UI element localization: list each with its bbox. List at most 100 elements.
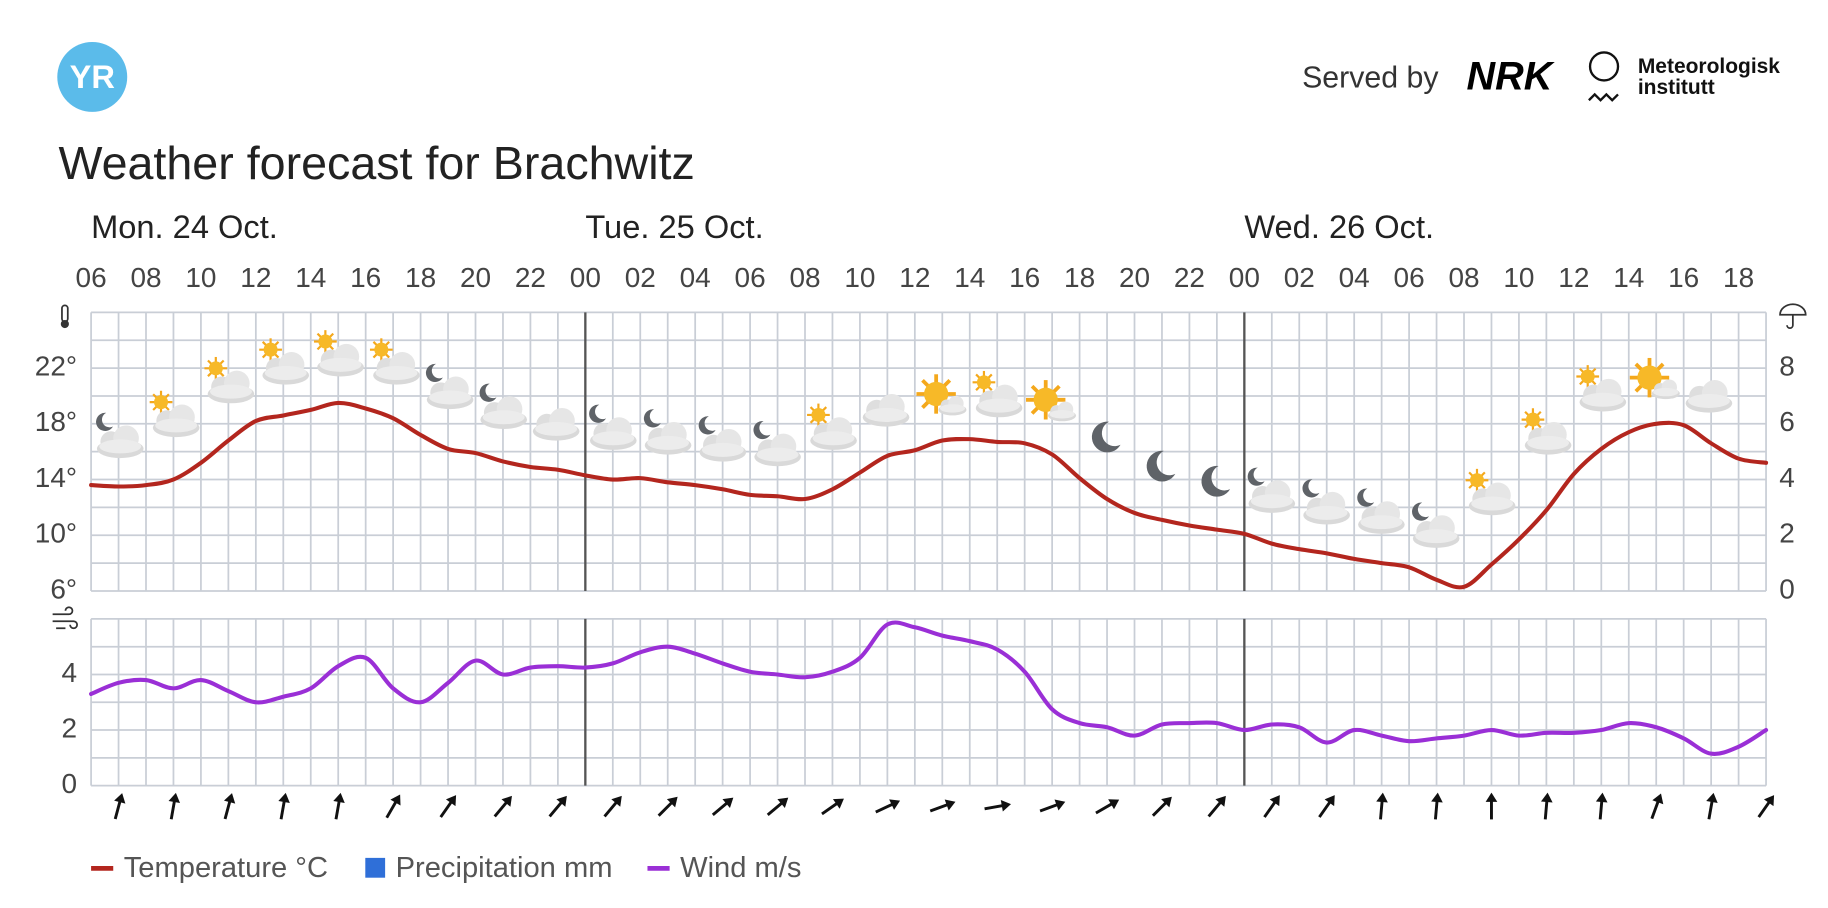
wind-line: [89, 620, 1769, 756]
icon-part: [1524, 421, 1572, 455]
nrk-logo: NRK: [1466, 55, 1555, 99]
wind-arrow: [1706, 792, 1718, 820]
weather-icon: [368, 337, 420, 385]
arrow-head: [333, 792, 345, 804]
wind-arrow: [1095, 799, 1120, 815]
icon-part: [1464, 467, 1490, 493]
weather-icon: [532, 407, 580, 441]
icon-part: [643, 409, 661, 428]
x-tick-label: 10: [1503, 262, 1534, 293]
wind-arrow: [766, 797, 789, 816]
arrow-head: [666, 796, 678, 808]
weather-icon: [1201, 465, 1231, 497]
x-tick-label: 18: [405, 262, 436, 293]
wind-arrow: [333, 792, 345, 820]
x-tick-label: 16: [1668, 262, 1699, 293]
arrow-head: [168, 792, 181, 804]
served-by: Served by: [1302, 61, 1439, 94]
yr-logo-text: YR: [70, 58, 115, 95]
x-tick-label: 14: [295, 262, 326, 293]
arrow-head: [722, 797, 734, 809]
arrow-head: [223, 793, 236, 804]
wind-arrow: [1650, 793, 1664, 820]
icon-part: [971, 369, 997, 395]
icon-part: [207, 370, 255, 404]
icon-part: [1247, 467, 1265, 486]
weather-icon: [1464, 467, 1516, 516]
arrow-head: [1054, 799, 1066, 811]
x-tick-label: 16: [1009, 262, 1040, 293]
day-label: Tue. 25 Oct.: [585, 208, 763, 245]
weather-icon: [96, 412, 144, 459]
wind-tick-label: 2: [62, 712, 78, 743]
y2-tick-label: 0: [1779, 573, 1795, 604]
wind-arrow: [223, 793, 236, 820]
arrow-head: [777, 797, 789, 809]
icon-part: [258, 337, 284, 363]
icon-part: [975, 384, 1023, 418]
wind-arrow: [168, 792, 181, 820]
arrow-head: [1485, 792, 1498, 802]
thermometer-icon: [60, 319, 69, 329]
x-tick-label: 06: [1394, 262, 1425, 293]
x-tick-label: 20: [1119, 262, 1150, 293]
x-tick-label: 04: [680, 262, 711, 293]
y2-tick-label: 8: [1779, 350, 1795, 381]
x-tick-label: 10: [185, 262, 216, 293]
y-tick-label: 18°: [35, 406, 77, 437]
arrow-head: [1108, 799, 1120, 810]
icon-part: [1468, 482, 1516, 516]
x-tick-label: 12: [1558, 262, 1589, 293]
x-tick-label: 00: [1229, 262, 1260, 293]
wind-arrow: [984, 800, 1011, 812]
met-logo: [1588, 51, 1620, 82]
met-logo-wave: [1588, 92, 1619, 102]
wind-arrow: [821, 798, 844, 816]
arrow-head: [1431, 792, 1443, 803]
icon-part: [1302, 479, 1320, 498]
x-tick-label: 14: [954, 262, 985, 293]
umbrella-icon: [1779, 303, 1807, 329]
chart-title: Weather forecast for Brachwitz: [58, 137, 694, 189]
wind-arrow: [113, 793, 126, 820]
x-tick-label: 06: [76, 262, 107, 293]
axis-icons: [52, 303, 1807, 630]
icon-part: [148, 389, 174, 415]
wind-arrow: [493, 795, 512, 818]
icon-part: [1579, 378, 1627, 412]
wind-arrow: [1595, 792, 1608, 820]
wind-tick-label: 0: [62, 768, 78, 799]
weather-icon: [862, 393, 910, 427]
weather-icon: [1146, 450, 1176, 482]
arrow-head: [1324, 795, 1335, 807]
wind-arrow: [1485, 792, 1498, 820]
wind-arrow: [385, 794, 401, 819]
x-tick-label: 18: [1064, 262, 1095, 293]
wind-arrow: [657, 796, 678, 817]
icon-part: [152, 404, 200, 438]
icon-part: [810, 417, 857, 450]
met-name: institutt: [1638, 76, 1715, 99]
wind-arrow: [1540, 792, 1553, 820]
x-tick-label: 08: [1448, 262, 1479, 293]
wind-icon: [52, 606, 78, 630]
icon-part: [532, 407, 580, 441]
arrow-head: [889, 799, 901, 810]
x-tick-label: 00: [570, 262, 601, 293]
weather-icon: [148, 389, 200, 438]
arrow-head: [278, 792, 290, 804]
wind-tick-label: 4: [62, 657, 78, 688]
arrow-head: [1763, 795, 1775, 807]
arrow-head: [1376, 792, 1388, 803]
x-tick-label: 08: [789, 262, 820, 293]
legend-label: Temperature °C: [124, 852, 328, 884]
temperature-line: [89, 400, 1769, 590]
arrow-head: [1161, 796, 1172, 808]
thermometer-icon: [61, 304, 69, 323]
weather-icon: [425, 363, 474, 410]
arrow-head: [1706, 792, 1718, 804]
x-tick-label: 12: [899, 262, 930, 293]
icon-part: [425, 363, 443, 383]
icon-part: [368, 337, 394, 363]
wind-arrow: [1318, 795, 1335, 818]
